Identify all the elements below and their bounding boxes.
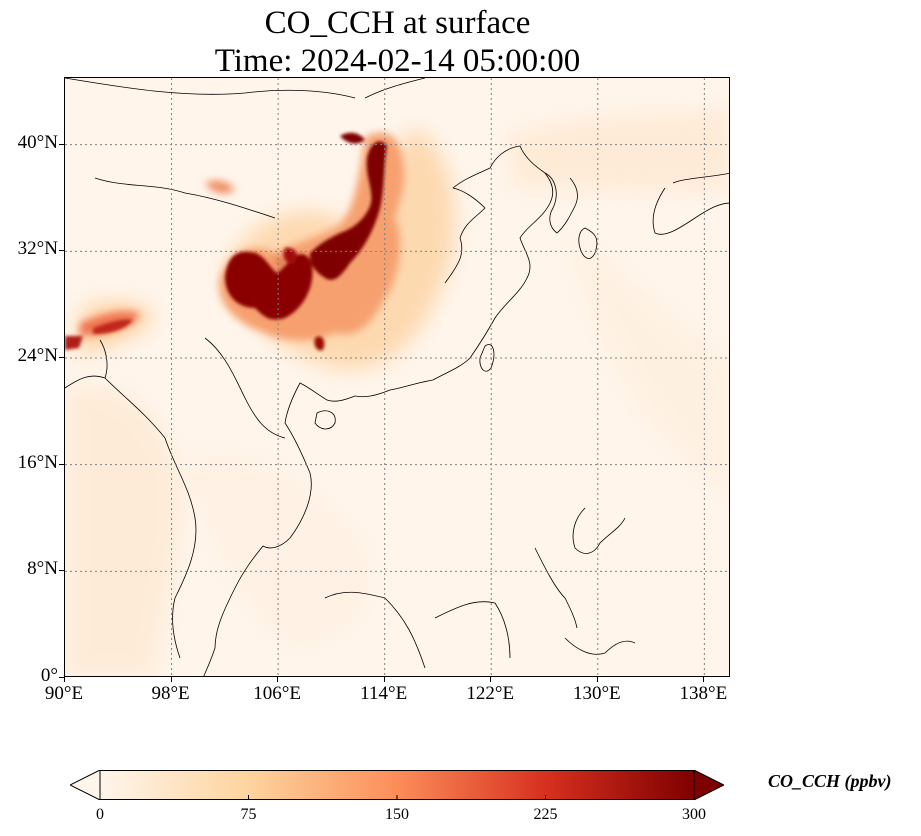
lon-tick-label: 106°E (253, 683, 301, 704)
lat-tick-label: 40°N (17, 131, 58, 153)
lon-tick-mark (64, 677, 65, 682)
map-svg (65, 78, 729, 676)
coastlines (65, 78, 729, 676)
lat-tick-mark (59, 357, 64, 358)
map-panel[interactable] (64, 77, 730, 677)
lon-tick-mark (490, 677, 492, 682)
lon-tick-label: 130°E (572, 683, 621, 704)
colorbar-tick-label: 150 (385, 806, 409, 823)
lat-tick-mark (59, 677, 64, 678)
lon-tick-label: 138°E (679, 683, 728, 704)
lat-tick-label: 32°N (17, 238, 58, 260)
lon-tick-label: 98°E (151, 683, 190, 704)
background-haze (65, 108, 729, 676)
lon-tick-mark (383, 677, 385, 682)
colorbar-label: CO_CCH (ppbv) (768, 771, 892, 791)
lat-tick-label: 24°N (17, 345, 58, 366)
colorbar-gradient (99, 770, 695, 800)
colorbar-tick-label: 300 (682, 806, 706, 823)
colorbar-extend-max (693, 770, 724, 800)
lat-tick-mark (59, 463, 64, 465)
plot-title: CO_CCH at surface Time: 2024-02-14 05:00… (64, 4, 731, 80)
lon-tick-mark (170, 677, 172, 682)
lon-tick-label: 122°E (466, 683, 515, 704)
gridlines (65, 78, 729, 676)
colorbar-extend-min (70, 770, 101, 800)
lat-tick-mark (59, 570, 64, 572)
lat-tick-label: 16°N (17, 451, 58, 473)
lon-tick-label: 114°E (360, 683, 408, 704)
lon-tick-mark (703, 677, 705, 682)
lon-tick-mark (277, 677, 279, 682)
lat-tick-mark (59, 250, 64, 252)
plume-dark (65, 132, 387, 351)
lat-tick-mark (59, 143, 64, 145)
lat-tick-label: 8°N (27, 558, 58, 580)
colorbar-tick-label: 0 (96, 806, 104, 823)
title-time: Time: 2024-02-14 05:00:00 (214, 43, 581, 79)
colorbar-tick-label: 75 (240, 806, 257, 823)
lon-tick-label: 90°E (44, 683, 84, 704)
lat-tick-label: 0° (40, 665, 58, 686)
colorbar (70, 770, 724, 800)
lon-tick-mark (596, 677, 598, 682)
colorbar-tick-label: 225 (533, 806, 558, 823)
title-variable: CO_CCH at surface (264, 5, 531, 41)
